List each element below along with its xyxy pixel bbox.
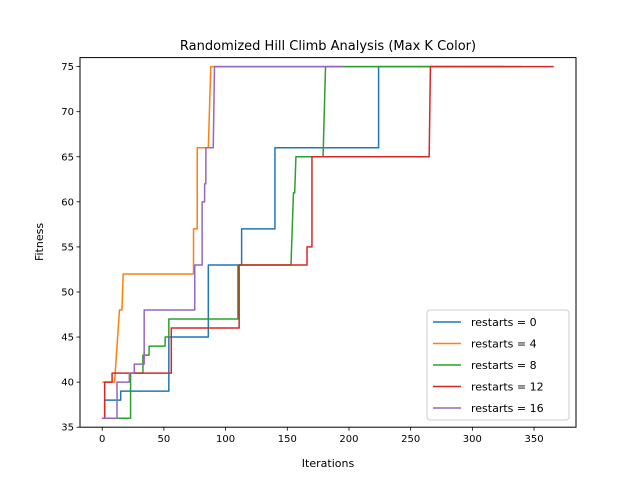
legend-box xyxy=(426,309,570,421)
series-line-3 xyxy=(102,65,554,419)
y-tick-label-1: 40 xyxy=(61,378,74,389)
legend: restarts = 0 restarts = 4 restarts = 8 rest… xyxy=(426,309,570,421)
x-tick-label-2: 100 xyxy=(216,434,235,445)
y-tick-label-7: 70 xyxy=(61,107,74,118)
y-axis-label: Fitness xyxy=(33,223,46,261)
x-tick-label-4: 200 xyxy=(339,434,358,445)
series-line-4 xyxy=(102,65,343,419)
x-tick-label-5: 250 xyxy=(401,434,420,445)
legend-label-2: restarts = 8 xyxy=(471,359,537,372)
y-tick-label-5: 60 xyxy=(61,197,74,208)
legend-label-3: restarts = 12 xyxy=(471,381,544,394)
x-tick-label-7: 350 xyxy=(525,434,544,445)
legend-label-0: restarts = 0 xyxy=(471,316,537,329)
chart-title: Randomized Hill Climb Analysis (Max K Co… xyxy=(180,39,476,54)
y-tick-label-6: 65 xyxy=(61,152,74,163)
y-tick-label-2: 45 xyxy=(61,333,74,344)
legend-label-4: restarts = 16 xyxy=(471,402,544,415)
y-tick-label-8: 75 xyxy=(61,62,74,73)
series-line-1 xyxy=(102,65,461,383)
x-tick-label-0: 0 xyxy=(99,434,105,445)
x-axis-ticks: 0 50 100 150 200 250 300 350 xyxy=(99,427,544,445)
y-tick-label-4: 55 xyxy=(61,242,74,253)
x-tick-label-6: 300 xyxy=(463,434,482,445)
x-axis-label: Iterations xyxy=(302,457,355,470)
y-axis-ticks: 35 40 45 50 55 60 65 70 75 xyxy=(61,62,80,434)
y-tick-label-3: 50 xyxy=(61,287,74,298)
x-tick-label-3: 150 xyxy=(278,434,297,445)
series-line-0 xyxy=(102,65,505,419)
legend-label-1: restarts = 4 xyxy=(471,338,537,351)
plot-lines xyxy=(102,65,554,419)
axes-frame xyxy=(79,57,577,428)
y-tick-label-0: 35 xyxy=(61,423,74,434)
x-tick-label-1: 50 xyxy=(158,434,171,445)
